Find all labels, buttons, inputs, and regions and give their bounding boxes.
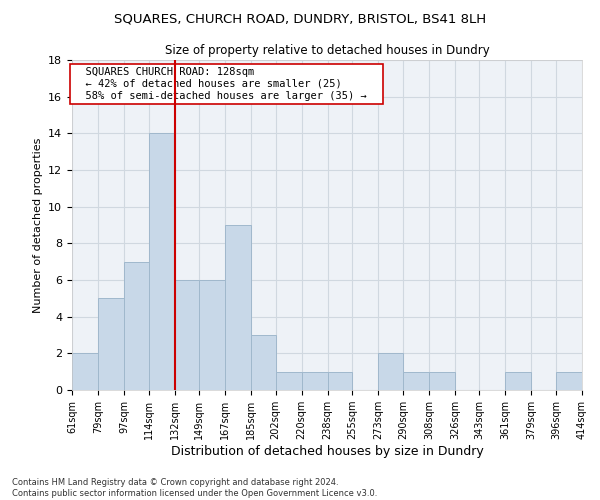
Y-axis label: Number of detached properties: Number of detached properties <box>32 138 43 312</box>
Bar <box>276 372 302 390</box>
Bar <box>302 372 328 390</box>
Bar <box>149 134 175 390</box>
Bar <box>98 298 124 390</box>
Bar <box>225 225 251 390</box>
Bar <box>72 354 98 390</box>
Bar <box>251 335 276 390</box>
Bar <box>124 262 149 390</box>
Bar <box>403 372 429 390</box>
Text: Contains HM Land Registry data © Crown copyright and database right 2024.
Contai: Contains HM Land Registry data © Crown c… <box>12 478 377 498</box>
Bar <box>328 372 352 390</box>
Text: SQUARES, CHURCH ROAD, DUNDRY, BRISTOL, BS41 8LH: SQUARES, CHURCH ROAD, DUNDRY, BRISTOL, B… <box>114 12 486 26</box>
Bar <box>199 280 225 390</box>
Bar <box>429 372 455 390</box>
Bar <box>175 280 199 390</box>
X-axis label: Distribution of detached houses by size in Dundry: Distribution of detached houses by size … <box>170 445 484 458</box>
Title: Size of property relative to detached houses in Dundry: Size of property relative to detached ho… <box>164 44 490 58</box>
Bar <box>556 372 582 390</box>
Text: SQUARES CHURCH ROAD: 128sqm  
  ← 42% of detached houses are smaller (25)  
  58: SQUARES CHURCH ROAD: 128sqm ← 42% of det… <box>73 68 380 100</box>
Bar <box>378 354 403 390</box>
Bar <box>505 372 532 390</box>
